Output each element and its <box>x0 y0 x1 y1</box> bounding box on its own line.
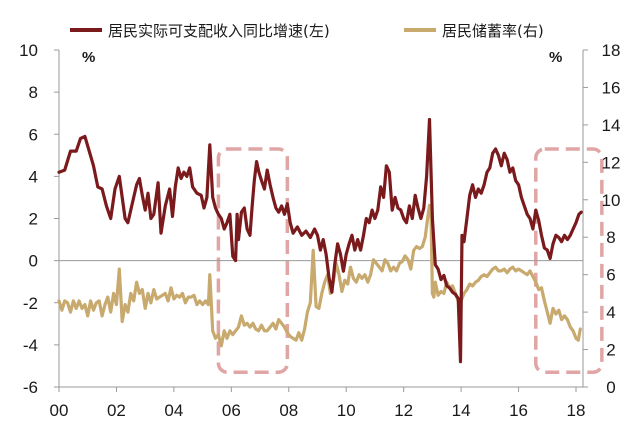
series-line-savings-rate <box>57 203 582 348</box>
x-tick-label: 12 <box>394 401 413 420</box>
x-tick-label: 14 <box>452 401 471 420</box>
x-tick-label: 16 <box>509 401 528 420</box>
right-tick-label: 16 <box>602 78 621 97</box>
legend: 居民实际可支配收入同比增速(左) 居民储蓄率(右) <box>70 22 544 40</box>
legend-label: 居民实际可支配收入同比增速(左) <box>108 22 330 40</box>
right-unit-label: % <box>549 49 562 66</box>
legend-label: 居民储蓄率(右) <box>442 22 544 40</box>
left-tick-label: 6 <box>29 125 38 144</box>
left-tick-label: -2 <box>23 294 38 313</box>
left-unit-label: % <box>82 49 95 66</box>
x-tick-label: 18 <box>567 401 586 420</box>
right-tick-label: 6 <box>606 266 615 285</box>
series-lines <box>57 117 583 364</box>
left-tick-label: -6 <box>23 378 38 397</box>
left-tick-label: 4 <box>29 167 38 186</box>
left-tick-label: -4 <box>23 336 38 355</box>
right-tick-label: 8 <box>606 228 615 247</box>
x-tick-label: 06 <box>222 401 241 420</box>
right-tick-label: 10 <box>602 191 621 210</box>
x-tick-label: 08 <box>279 401 298 420</box>
left-tick-label: 8 <box>29 83 38 102</box>
left-tick-label: 10 <box>19 41 38 60</box>
x-tick-label: 02 <box>107 401 126 420</box>
series-line-income-growth <box>57 117 583 364</box>
right-tick-label: 14 <box>602 116 621 135</box>
right-tick-label: 4 <box>606 303 615 322</box>
left-tick-label: 2 <box>29 210 38 229</box>
right-tick-label: 18 <box>602 41 621 60</box>
left-tick-label: 0 <box>29 252 38 271</box>
right-tick-label: 2 <box>606 341 615 360</box>
x-tick-label: 04 <box>164 401 183 420</box>
axes <box>54 49 588 392</box>
right-tick-label: 12 <box>602 153 621 172</box>
x-tick-label: 10 <box>337 401 356 420</box>
right-tick-label: 0 <box>606 378 615 397</box>
x-tick-label: 00 <box>50 401 69 420</box>
